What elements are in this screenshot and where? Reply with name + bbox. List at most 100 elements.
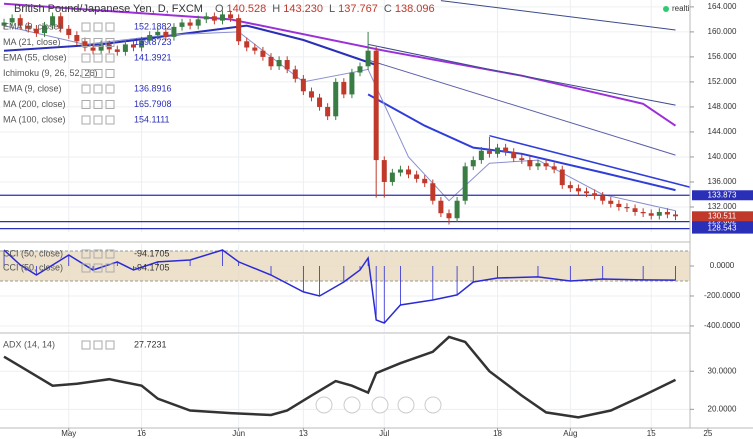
legend-button[interactable] — [93, 69, 103, 78]
candle-body — [90, 47, 96, 51]
legend-button[interactable] — [93, 100, 103, 109]
candle-body — [365, 50, 371, 67]
legend-button[interactable] — [105, 22, 115, 32]
y-tick-label: 148.000 — [708, 102, 737, 111]
candle-body — [446, 213, 452, 219]
legend-button[interactable] — [93, 263, 103, 273]
price-tag-label: 133.873 — [708, 190, 737, 199]
x-tick-label: 18 — [493, 429, 502, 438]
legend-button[interactable] — [93, 22, 103, 32]
candle-body — [333, 81, 339, 117]
candle-body — [381, 160, 387, 182]
legend-button[interactable] — [93, 84, 103, 94]
candle-body — [260, 50, 266, 57]
candle-body — [438, 200, 444, 214]
legend-button[interactable] — [81, 84, 91, 94]
ohlc-label: C — [384, 3, 392, 15]
legend-button[interactable] — [105, 84, 115, 94]
legend-button[interactable] — [81, 22, 91, 32]
candle-body — [284, 60, 290, 70]
legend-button[interactable] — [105, 38, 115, 47]
legend-button[interactable] — [105, 69, 115, 78]
indicator-line — [3, 249, 676, 324]
candle-body — [575, 188, 581, 192]
ohlc-value: 143.230 — [283, 3, 323, 15]
legend-button[interactable] — [93, 249, 103, 259]
zoom-button[interactable] — [343, 396, 361, 414]
legend-value: 165.7908 — [134, 99, 172, 109]
legend-button[interactable] — [105, 249, 115, 259]
candle-body — [519, 158, 525, 161]
legend-value: -94.1705 — [134, 248, 170, 258]
legend-button[interactable] — [105, 100, 115, 109]
candle-body — [325, 106, 331, 117]
cci-band — [0, 251, 690, 281]
legend-button[interactable] — [81, 53, 91, 63]
indicator-line — [3, 335, 677, 419]
candle-body — [252, 47, 258, 51]
y-tick-label: 0.0000 — [710, 261, 735, 270]
legend-button[interactable] — [81, 69, 91, 78]
candle-body — [592, 193, 598, 196]
y-tick-label: 132.000 — [708, 202, 737, 211]
candle-body — [219, 14, 225, 21]
candle-body — [122, 44, 128, 52]
candle-body — [632, 208, 638, 212]
legend-button[interactable] — [81, 100, 91, 109]
legend-value: 152.1882 — [134, 21, 172, 31]
pane — [0, 0, 690, 232]
legend-button[interactable] — [93, 340, 103, 350]
candle-body — [389, 172, 395, 182]
candle-body — [357, 66, 363, 73]
legend-button[interactable] — [93, 115, 103, 125]
zoom-button[interactable] — [397, 396, 415, 414]
legend-button[interactable] — [81, 340, 91, 350]
y-tick-label: -200.0000 — [704, 291, 741, 300]
price-tag — [692, 216, 753, 227]
legend-button[interactable] — [105, 263, 115, 273]
candle-body — [559, 169, 565, 186]
legend-name: MA (100, close) — [3, 114, 66, 124]
legend-name: EMA (9, close) — [3, 21, 62, 31]
status: realtime — [672, 4, 701, 13]
right-axis: 164.000 160.000 156.000 152.000 148.000 144.0… — [689, 0, 753, 428]
legend-button[interactable] — [81, 263, 91, 273]
legend-button[interactable] — [93, 53, 103, 63]
candle-body — [656, 211, 662, 216]
candle-body — [50, 16, 56, 26]
legend-name: MA (200, close) — [3, 99, 66, 109]
candle-body — [300, 78, 306, 92]
legend-button[interactable] — [81, 115, 91, 125]
candle-body — [600, 195, 606, 201]
legend-button[interactable] — [81, 249, 91, 259]
candle-body — [349, 72, 355, 95]
zoom-button[interactable] — [371, 396, 389, 414]
legend-value: 154.1111 — [134, 114, 170, 124]
header: British Pound/Japanese Yen, D, FXCM O 140.… — [14, 3, 435, 15]
ohlc-label: H — [272, 3, 280, 15]
candle-body — [430, 183, 436, 201]
candle-body — [551, 166, 557, 170]
legend-value: 141.3921 — [134, 52, 172, 62]
zoom-button[interactable] — [315, 396, 333, 414]
zoom-button[interactable] — [424, 396, 442, 414]
legend-button[interactable] — [93, 38, 103, 47]
candle-body — [616, 203, 622, 207]
price-tag-label: 128.543 — [708, 224, 737, 233]
candle-body — [82, 41, 88, 48]
x-tick-label: 25 — [703, 429, 712, 438]
legend-button[interactable] — [105, 340, 115, 350]
indicator-line — [3, 24, 377, 66]
legend-button[interactable] — [105, 53, 115, 63]
candle-body — [608, 200, 614, 204]
candle-body — [292, 69, 298, 79]
x-tick-label: Jun — [232, 429, 245, 438]
candle-body — [648, 213, 654, 216]
candle-body — [244, 41, 250, 48]
y-tick-label: 152.000 — [708, 77, 737, 86]
legend-button[interactable] — [81, 38, 91, 47]
candle-body — [317, 97, 323, 107]
legend-button[interactable] — [105, 115, 115, 125]
price-tag — [692, 223, 753, 234]
